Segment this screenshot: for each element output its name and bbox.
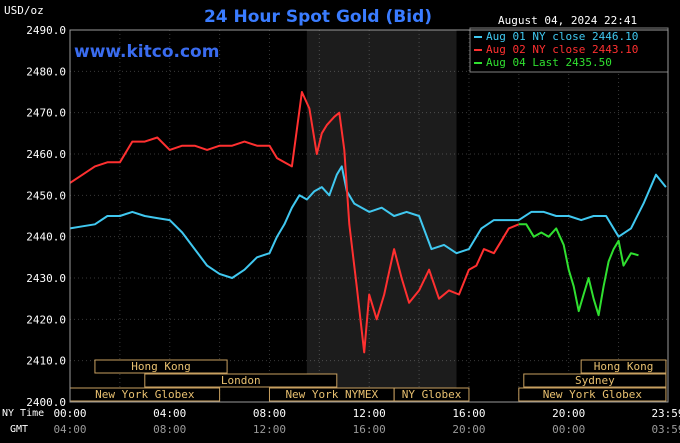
session-bar [393,387,470,402]
series-line-1 [69,91,520,354]
session-bar [523,373,667,388]
x-tick-label-gmt: 20:00 [452,423,485,436]
x-tick-label-ny: 00:00 [53,407,86,420]
x-tick-label-gmt: 00:00 [552,423,585,436]
session-bar [94,359,228,374]
legend: Aug 01 NY close 2446.10 Aug 02 NY close … [469,27,669,73]
x-tick-label-gmt: 04:00 [53,423,86,436]
y-axis-unit-label: USD/oz [4,4,44,17]
session-bar [580,359,667,374]
x-tick-label-ny: 12:00 [353,407,386,420]
session-bar [518,387,667,402]
x-tick-label-gmt: 03:59 [651,423,680,436]
session-bar-label: New York NYMEX [285,388,378,401]
y-tick-label: 2450.0 [26,189,66,202]
watermark-url: www.kitco.com [74,42,219,62]
legend-entry-aug02: Aug 02 NY close 2443.10 [486,43,638,56]
y-tick-label: 2470.0 [26,107,66,120]
session-bar-label: London [221,374,261,387]
x-row-label-ny: NY Time [2,408,44,419]
x-tick-label-ny: 16:00 [452,407,485,420]
nymex-session-shading [306,30,457,402]
y-tick-label: 2460.0 [26,148,66,161]
y-tick-label: 2430.0 [26,272,66,285]
x-tick-label-gmt: 08:00 [153,423,186,436]
x-tick-label-gmt: 12:00 [253,423,286,436]
session-bar-label: New York Globex [95,388,195,401]
x-tick-label-ny: 23:59 [651,407,680,420]
session-bar-label: Hong Kong [131,360,191,373]
session-bar [144,373,338,388]
legend-entry-aug01: Aug 01 NY close 2446.10 [486,30,638,43]
y-tick-label: 2480.0 [26,65,66,78]
session-bar-label: New York Globex [543,388,643,401]
x-tick-label-ny: 08:00 [253,407,286,420]
x-tick-label-ny: 20:00 [552,407,585,420]
session-bar-label: Hong Kong [594,360,654,373]
session-bar-label: Sydney [575,374,615,387]
y-tick-label: 2490.0 [26,24,66,37]
y-tick-label: 2440.0 [26,231,66,244]
x-row-label-gmt: GMT [10,424,28,435]
series-line-2 [518,223,639,317]
x-tick-label-gmt: 16:00 [353,423,386,436]
session-bar-label: NY Globex [402,388,462,401]
y-tick-label: 2400.0 [26,396,66,409]
x-tick-label-ny: 04:00 [153,407,186,420]
plot-frame [69,29,669,403]
timestamp: August 04, 2024 22:41 [498,14,637,27]
y-tick-label: 2410.0 [26,355,66,368]
chart-title: 24 Hour Spot Gold (Bid) [204,7,432,27]
y-tick-label: 2420.0 [26,313,66,326]
legend-entry-aug04: Aug 04 Last 2435.50 [486,56,612,69]
